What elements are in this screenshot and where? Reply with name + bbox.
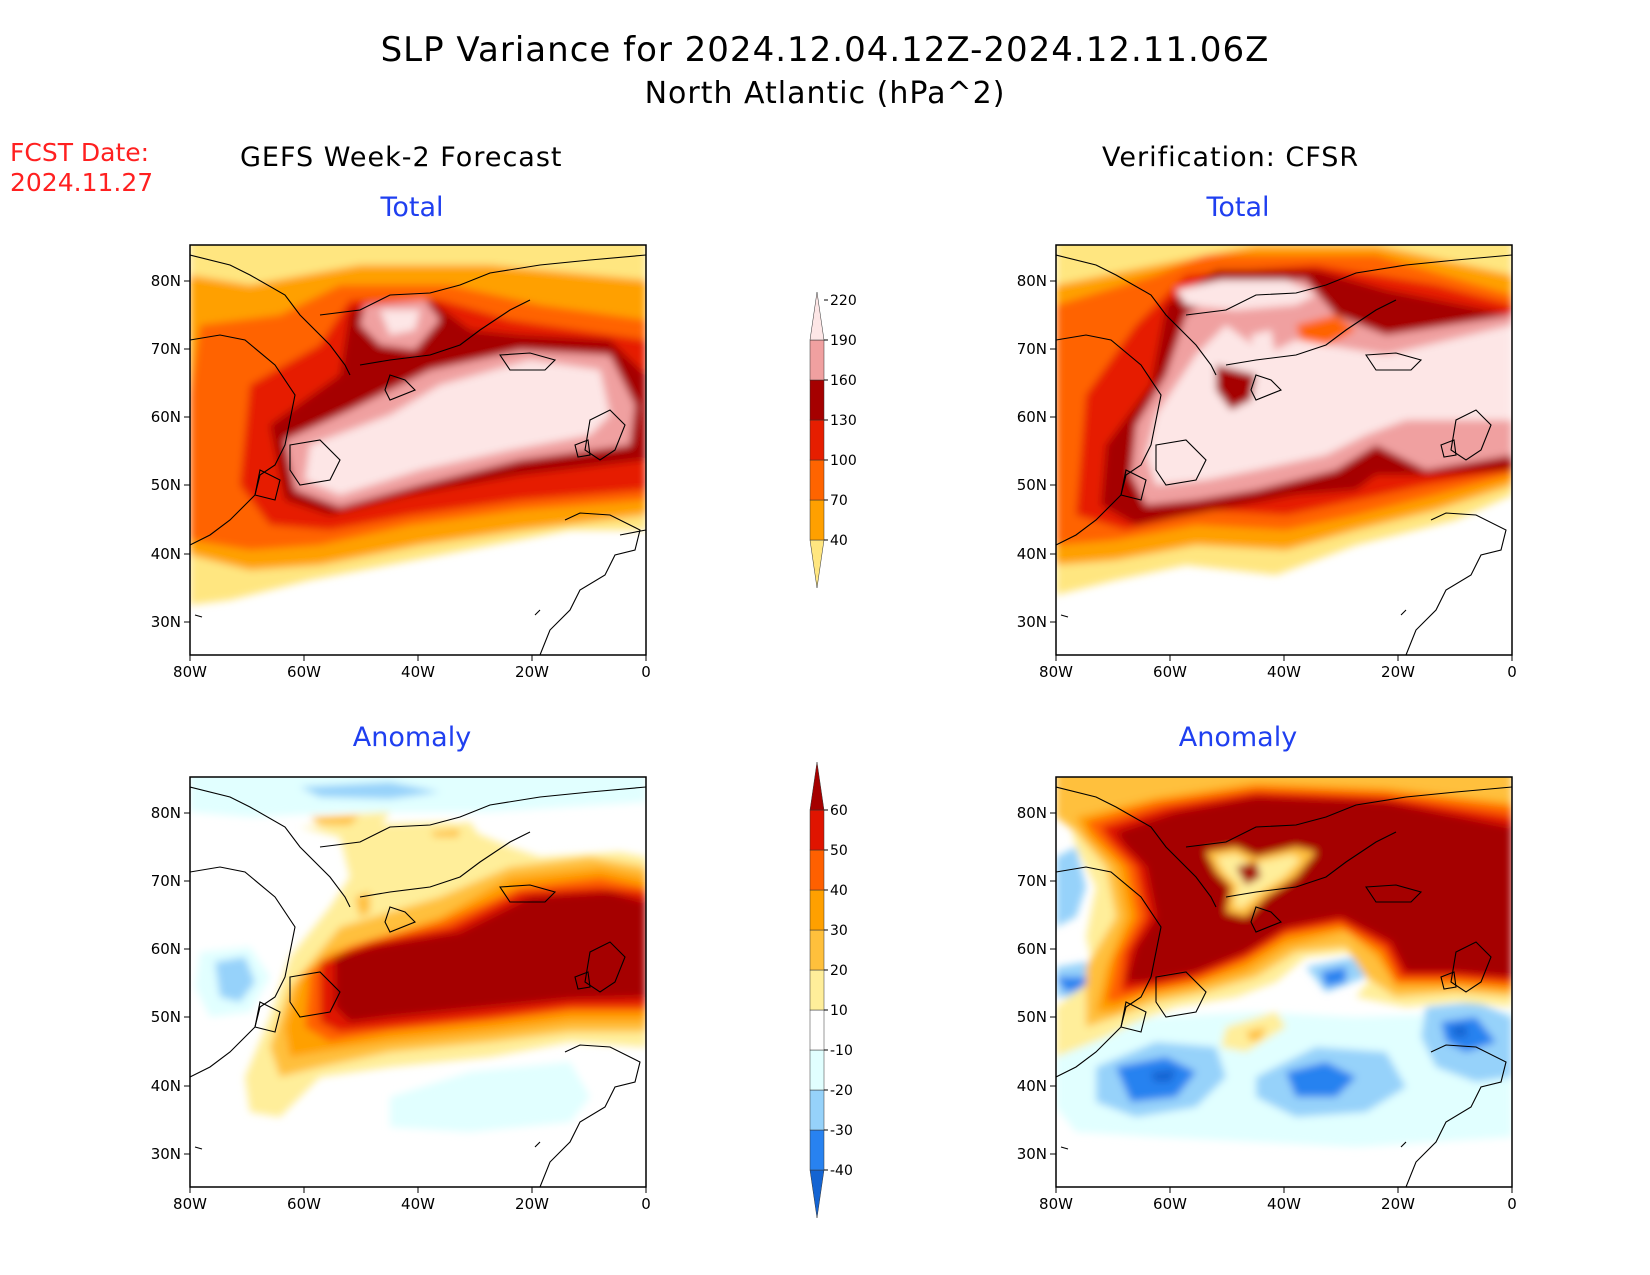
lon-tick-label: 40W: [401, 1195, 435, 1213]
lat-tick-label: 70N: [1017, 872, 1047, 890]
verification-anomaly-map: 80N 70N 60N 50N 40N 30N 80W 60W 40W 20W …: [1017, 776, 1517, 1213]
lat-tick-label: 30N: [151, 1145, 181, 1163]
lat-tick-label: 70N: [1017, 340, 1047, 358]
total-colorbar-swatch: [809, 499, 825, 541]
lat-tick-label: 40N: [151, 1077, 181, 1095]
lon-tick-label: 0: [641, 663, 651, 681]
total-colorbar-swatch: [809, 539, 825, 589]
total-colorbar-level-label: 130: [830, 413, 857, 429]
anomaly-colorbar-swatch: [809, 849, 825, 891]
anomaly-colorbar-swatch: [809, 1169, 825, 1219]
lon-tick-label: 60W: [1153, 1195, 1187, 1213]
forecast-total-title: Total: [380, 192, 444, 223]
total-colorbar-swatch: [809, 291, 825, 341]
anomaly-colorbar-level-label: 30: [830, 923, 848, 939]
anomaly-colorbar-swatch: [809, 1009, 825, 1051]
anomaly-colorbar-swatch: [809, 1089, 825, 1131]
forecast-anomaly-title: Anomaly: [352, 722, 472, 753]
anomaly-colorbar-swatch: [809, 761, 825, 811]
total-colorbar: 40 70 100 130 160 190 220: [809, 291, 857, 589]
anomaly-colorbar-swatch: [809, 809, 825, 851]
lat-tick-label: 60N: [151, 408, 181, 426]
lon-tick-label: 60W: [287, 663, 321, 681]
anomaly-colorbar-level-label: 20: [830, 963, 848, 979]
lon-tick-label: 80W: [173, 663, 207, 681]
lat-tick-label: 50N: [151, 476, 181, 494]
anomaly-colorbar-level-label: 10: [830, 1003, 848, 1019]
lon-tick-label: 20W: [515, 663, 549, 681]
total-colorbar-swatch: [809, 379, 825, 421]
lon-tick-label: 40W: [401, 663, 435, 681]
anomaly-colorbar: -40 -30 -20 -10 10 20 30 40 50 60: [809, 761, 853, 1219]
lat-tick-label: 30N: [1017, 613, 1047, 631]
fcst-date-label: FCST Date:: [10, 138, 150, 167]
anomaly-colorbar-level-label: 60: [830, 803, 848, 819]
anomaly-colorbar-level-label: -10: [830, 1043, 853, 1059]
lon-tick-label: 80W: [1039, 1195, 1073, 1213]
lat-tick-label: 50N: [1017, 476, 1047, 494]
anomaly-colorbar-level-label: -40: [830, 1163, 853, 1179]
lon-tick-label: 0: [1507, 663, 1517, 681]
anomaly-colorbar-swatch: [809, 929, 825, 971]
verification-anomaly-title: Anomaly: [1178, 722, 1298, 753]
figure-title: SLP Variance for 2024.12.04.12Z-2024.12.…: [380, 30, 1270, 70]
anomaly-colorbar-swatch: [809, 1129, 825, 1171]
lat-tick-label: 40N: [1017, 545, 1047, 563]
lat-tick-label: 40N: [151, 545, 181, 563]
lat-tick-label: 60N: [1017, 940, 1047, 958]
total-colorbar-level-label: 100: [830, 453, 857, 469]
lat-tick-label: 80N: [1017, 272, 1047, 290]
lat-tick-label: 30N: [151, 613, 181, 631]
forecast-anomaly-map: 80N 70N 60N 50N 40N 30N 80W 60W 40W 20W …: [151, 776, 651, 1213]
coastlines: [190, 254, 646, 655]
lon-tick-label: 60W: [287, 1195, 321, 1213]
total-colorbar-level-label: 220: [830, 293, 857, 309]
lat-tick-label: 70N: [151, 340, 181, 358]
figure-subtitle: North Atlantic (hPa^2): [644, 76, 1006, 111]
lat-tick-label: 30N: [1017, 1145, 1047, 1163]
lat-tick-label: 40N: [1017, 1077, 1047, 1095]
anomaly-colorbar-level-label: 50: [830, 843, 848, 859]
verification-column-title: Verification: CFSR: [1102, 142, 1360, 173]
forecast-column-title: GEFS Week-2 Forecast: [240, 142, 563, 173]
total-colorbar-level-label: 190: [830, 333, 857, 349]
lat-tick-label: 80N: [1017, 804, 1047, 822]
lon-tick-label: 80W: [1039, 663, 1073, 681]
anomaly-colorbar-swatch: [809, 1049, 825, 1091]
anomaly-colorbar-level-label: -20: [830, 1083, 853, 1099]
total-colorbar-level-label: 160: [830, 373, 857, 389]
lat-tick-label: 60N: [151, 940, 181, 958]
total-colorbar-swatch: [809, 339, 825, 381]
lon-tick-label: 20W: [1381, 1195, 1415, 1213]
verification-total-title: Total: [1206, 192, 1270, 223]
verification-total-map: 80N 70N 60N 50N 40N 30N 80W 60W 40W 20W …: [1017, 244, 1517, 681]
total-colorbar-level-label: 70: [830, 493, 848, 509]
lon-tick-label: 20W: [1381, 663, 1415, 681]
forecast-total-map: 80N 70N 60N 50N 40N 30N 80W 60W 40W 20W …: [151, 244, 651, 681]
lon-tick-label: 20W: [515, 1195, 549, 1213]
total-colorbar-swatch: [809, 459, 825, 501]
total-colorbar-swatch: [809, 419, 825, 461]
total-colorbar-level-label: 40: [830, 533, 848, 549]
lat-tick-label: 80N: [151, 804, 181, 822]
lon-tick-label: 80W: [173, 1195, 207, 1213]
lat-tick-label: 70N: [151, 872, 181, 890]
lon-tick-label: 0: [1507, 1195, 1517, 1213]
anomaly-colorbar-level-label: -30: [830, 1123, 853, 1139]
lat-tick-label: 50N: [1017, 1008, 1047, 1026]
lat-tick-label: 60N: [1017, 408, 1047, 426]
lat-tick-label: 50N: [151, 1008, 181, 1026]
anomaly-colorbar-level-label: 40: [830, 883, 848, 899]
fcst-date-value: 2024.11.27: [10, 168, 154, 197]
lon-tick-label: 0: [641, 1195, 651, 1213]
lon-tick-label: 40W: [1267, 663, 1301, 681]
lat-tick-label: 80N: [151, 272, 181, 290]
lon-tick-label: 40W: [1267, 1195, 1301, 1213]
anomaly-colorbar-swatch: [809, 969, 825, 1011]
anomaly-colorbar-swatch: [809, 889, 825, 931]
lon-tick-label: 60W: [1153, 663, 1187, 681]
